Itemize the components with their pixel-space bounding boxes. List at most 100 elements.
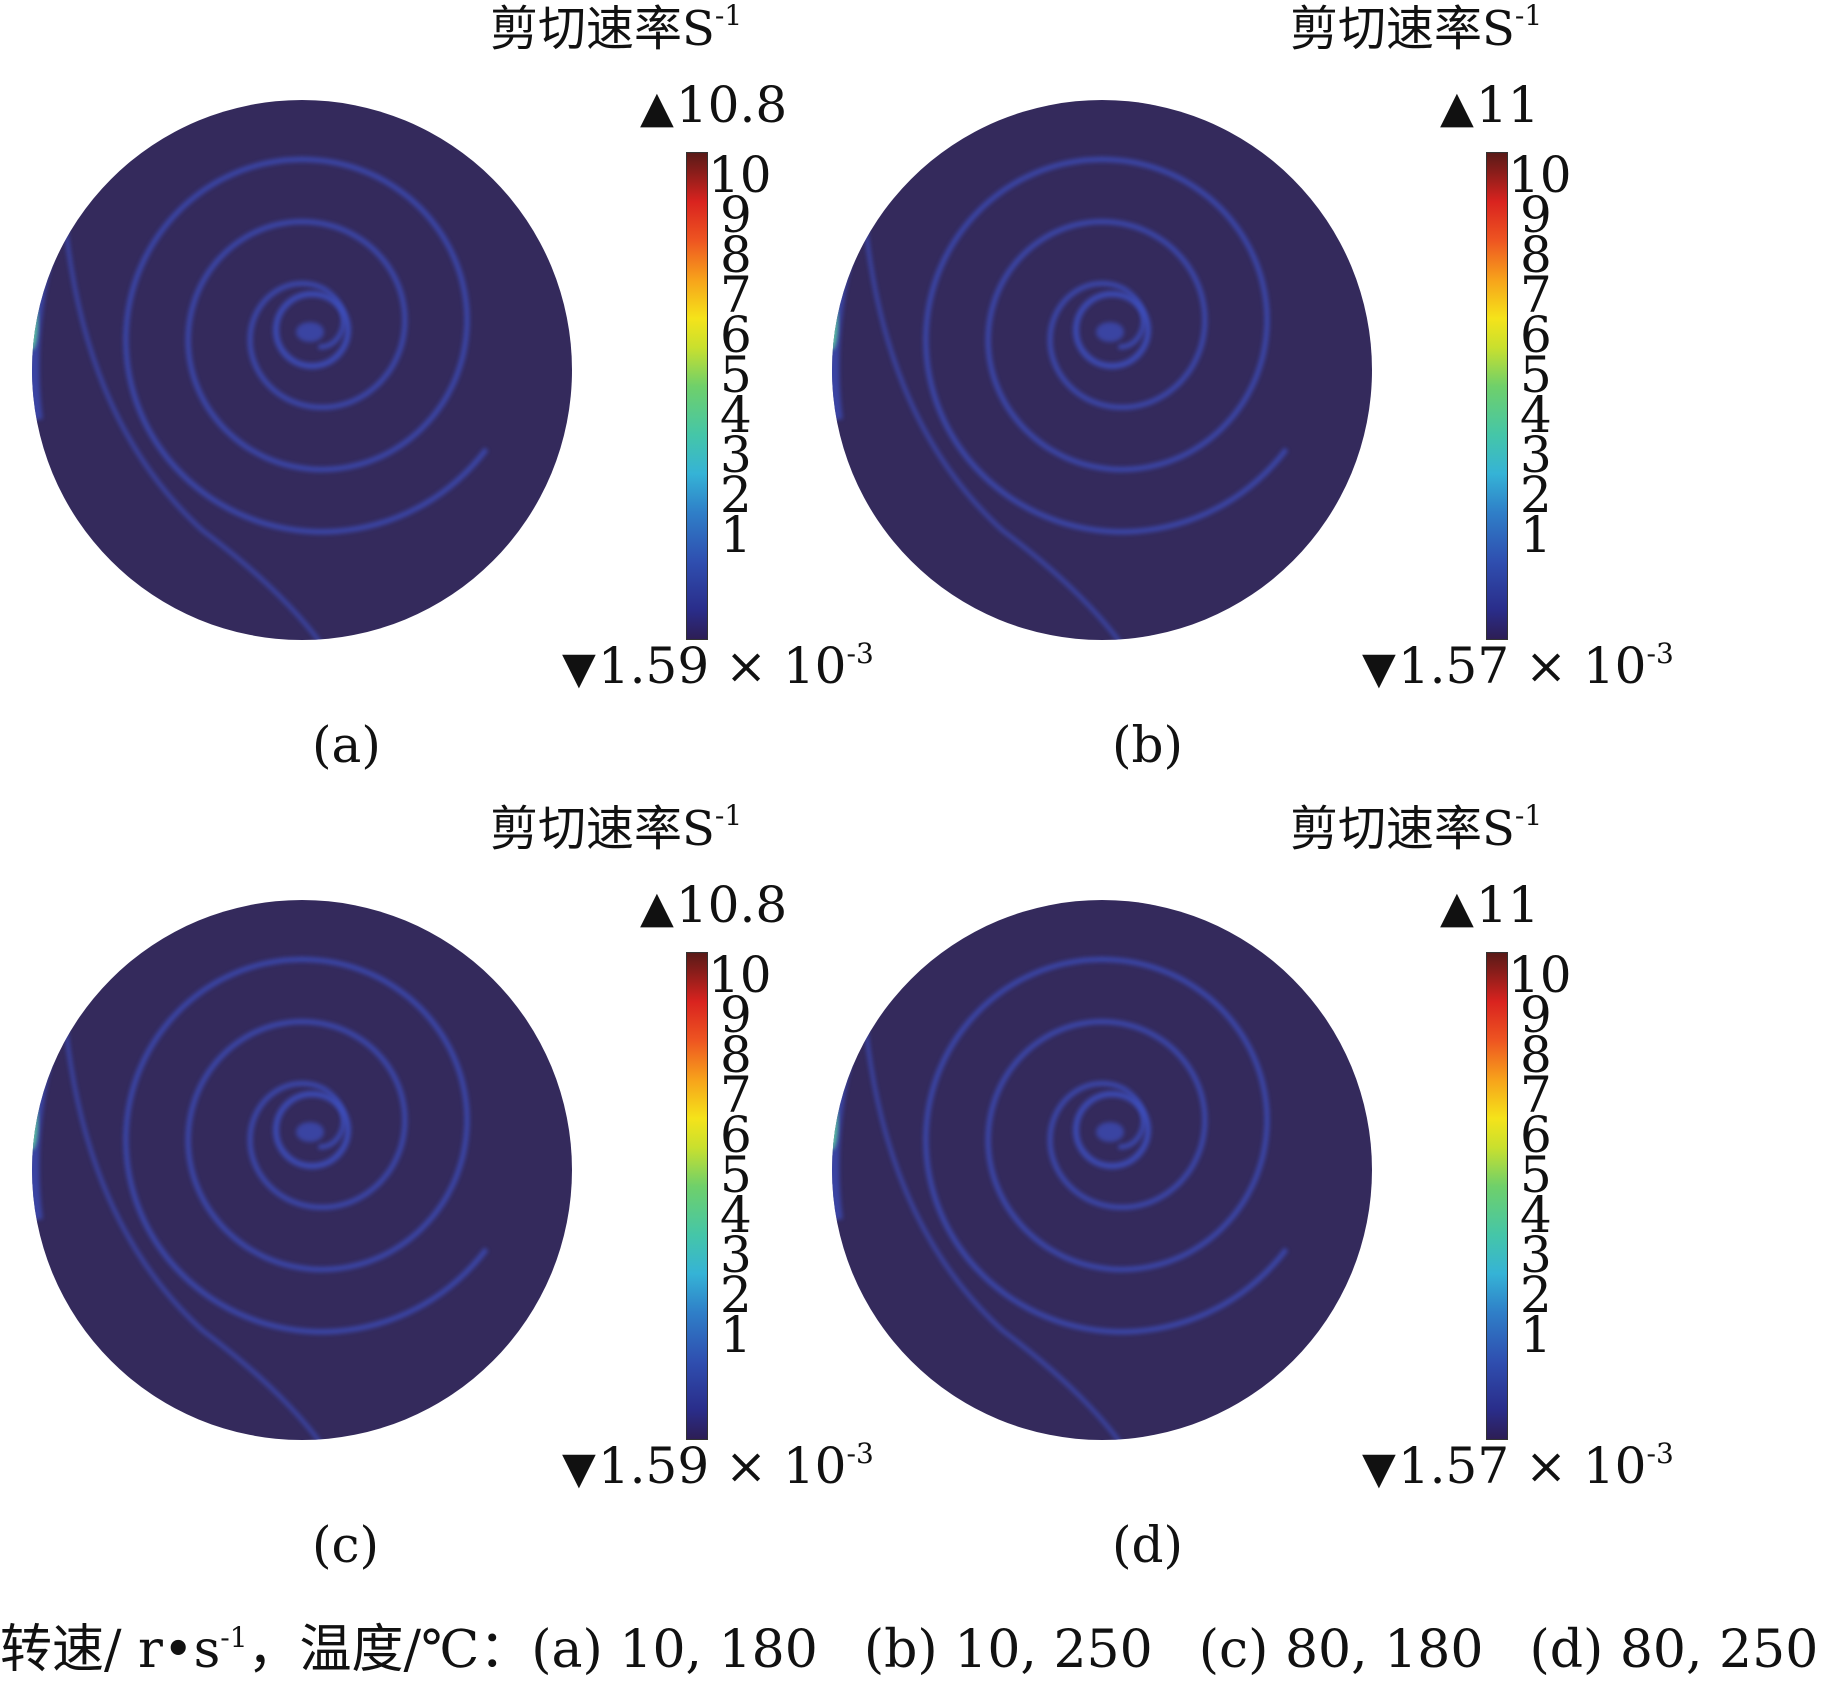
colorbar-tick-label: 6 [720,1106,752,1164]
colorbar-tick-label: 1 [720,1306,752,1364]
colorbar-tick-label: 7 [720,1066,752,1124]
caption-item-b: (b) 10, 250 [863,1620,1153,1680]
colorbar-title: 剪切速率S-1 [490,799,743,857]
colorbar [686,952,708,1440]
panel-label: (c) [312,1516,380,1574]
colorbar [1486,152,1508,640]
colorbar-tick-label: 7 [720,266,752,324]
center-blob [296,1122,324,1142]
colorbar-tick-label: 5 [720,346,752,404]
colorbar-tick-label: 8 [1520,226,1552,284]
up-triangle-icon: ▲ [640,82,674,133]
colorbar-ticks: 10 9 8 7 6 5 4 3 2 1 [708,950,776,1450]
max-value: ▲11 [1440,76,1540,134]
colorbar-title: 剪切速率S-1 [1290,0,1543,57]
colorbar-tick-label: 5 [1520,346,1552,404]
panel-a: 剪切速率S-1 ▲10.8 10 9 8 7 6 5 4 3 2 1 ▼1.59 × 10-3 (… [0,0,900,790]
down-triangle-icon: ▼ [562,643,596,694]
edge-highlight [832,294,838,350]
colorbar-tick-label: 10 [1508,946,1572,1004]
flight-line [862,1009,1124,1440]
colorbar-tick-label: 2 [1520,466,1552,524]
edge-highlight [56,992,68,1016]
colorbar-ticks: 10 9 8 7 6 5 4 3 2 1 [1508,150,1576,650]
max-value: ▲10.8 [640,876,788,934]
colorbar [1486,952,1508,1440]
colorbar-tick-label: 9 [720,986,752,1044]
up-triangle-icon: ▲ [1440,882,1474,933]
disc-background [832,100,1372,640]
colorbar-tick-label: 3 [720,426,752,484]
colorbar-tick-label: 3 [720,1226,752,1284]
caption-item-d: (d) 80, 250 [1529,1620,1819,1680]
colorbar-tick-label: 4 [1520,386,1552,444]
colorbar-ticks: 10 9 8 7 6 5 4 3 2 1 [708,150,776,650]
spiral-line [123,156,489,535]
min-value: ▼1.57 × 10-3 [1362,1437,1674,1495]
colorbar-tick-label: 4 [1520,1186,1552,1244]
colorbar-tick-label: 10 [1508,146,1572,204]
colorbar-ticks: 10 9 8 7 6 5 4 3 2 1 [1508,950,1576,1450]
caption-prefix: 转速/ r•s [0,1620,221,1680]
colorbar-tick-label: 10 [708,946,772,1004]
colorbar-tick-label: 9 [720,186,752,244]
edge-highlight [856,192,868,216]
colorbar-tick-label: 9 [1520,986,1552,1044]
colorbar-tick-label: 5 [720,1146,752,1204]
colorbar-tick-label: 4 [720,1186,752,1244]
center-blob [1096,322,1124,342]
min-value: ▼1.59 × 10-3 [562,1437,874,1495]
down-triangle-icon: ▼ [1362,643,1396,694]
max-value: ▲11 [1440,876,1540,934]
edge-highlight [56,192,68,216]
colorbar-tick-label: 4 [720,386,752,444]
inner-ring [1073,291,1151,369]
colorbar-tick-label: 2 [720,466,752,524]
colorbar-tick-label: 9 [1520,186,1552,244]
flight-line [62,209,324,640]
panel-d: 剪切速率S-1 ▲11 10 9 8 7 6 5 4 3 2 1 ▼1.57 × 10-3 (d) [800,800,1700,1590]
colorbar-tick-label: 6 [720,306,752,364]
colorbar-tick-label: 8 [1520,1026,1552,1084]
caption-mid: ，温度/℃： [247,1620,532,1680]
min-value: ▼1.59 × 10-3 [562,637,874,695]
colorbar-tick-label: 7 [1520,1066,1552,1124]
colorbar-tick-label: 6 [1520,1106,1552,1164]
colorbar-tick-label: 2 [720,1266,752,1324]
up-triangle-icon: ▲ [640,882,674,933]
center-blob [1096,1122,1124,1142]
center-blob [296,322,324,342]
edge-highlight [856,992,868,1016]
edge-highlight [32,294,38,350]
panel-label: (b) [1112,716,1184,774]
disc-background [832,900,1372,1440]
panel-c: 剪切速率S-1 ▲10.8 10 9 8 7 6 5 4 3 2 1 ▼1.59 × 10-3 (… [0,800,900,1590]
colorbar-tick-label: 5 [1520,1146,1552,1204]
min-value: ▼1.57 × 10-3 [1362,637,1674,695]
figure-caption: 转速/ r•s-1，温度/℃：(a) 10, 180 (b) 10, 250 (c)… [0,1624,1818,1677]
shear-rate-disc [32,100,572,640]
disc-background [32,100,572,640]
colorbar-tick-label: 1 [1520,506,1552,564]
inner-ring [1073,1091,1151,1169]
colorbar-tick-label: 8 [720,226,752,284]
spiral-line [923,956,1289,1335]
panel-b: 剪切速率S-1 ▲11 10 9 8 7 6 5 4 3 2 1 ▼1.57 × 10-3 (b) [800,0,1700,790]
down-triangle-icon: ▼ [562,1443,596,1494]
up-triangle-icon: ▲ [1440,82,1474,133]
panel-label: (a) [312,716,381,774]
disc-background [32,900,572,1440]
colorbar [686,152,708,640]
colorbar-tick-label: 6 [1520,306,1552,364]
colorbar-tick-label: 10 [708,146,772,204]
colorbar-tick-label: 3 [1520,1226,1552,1284]
panel-label: (d) [1112,1516,1184,1574]
shear-rate-disc [832,100,1372,640]
spiral-line [923,156,1289,535]
colorbar-tick-label: 1 [1520,1306,1552,1364]
caption-item-a: (a) 10, 180 [531,1620,818,1680]
colorbar-tick-label: 8 [720,1026,752,1084]
flight-line [62,1009,324,1440]
colorbar-tick-label: 1 [720,506,752,564]
colorbar-title: 剪切速率S-1 [490,0,743,57]
